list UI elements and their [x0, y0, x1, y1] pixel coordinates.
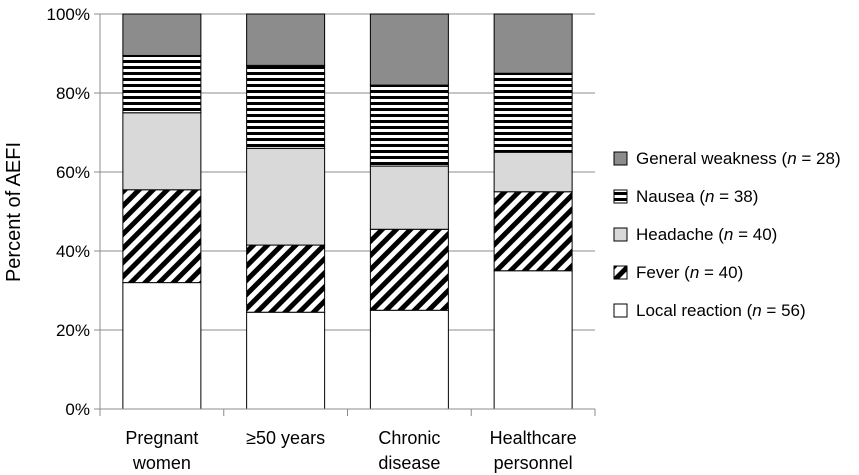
bar-segment [122, 54, 202, 114]
legend-item: Local reaction (n = 56) [613, 301, 806, 320]
bar-segment [369, 84, 449, 167]
bar-segment [246, 147, 326, 246]
bar-segment [122, 13, 202, 56]
bar-segment [493, 72, 573, 153]
bars [122, 13, 573, 410]
bar-segment [493, 151, 573, 193]
bar-segment [246, 311, 326, 410]
legend-label: General weakness (n = 28) [636, 149, 841, 168]
legend-label: Local reaction (n = 56) [636, 301, 806, 320]
y-tick-label: 60% [56, 163, 90, 182]
bar-segment [246, 64, 326, 149]
bar-segment [122, 282, 202, 410]
legend: General weakness (n = 28) Nausea (n = 38)… [613, 149, 841, 320]
bar-segment [122, 189, 202, 284]
legend-item: Nausea (n = 38) [613, 187, 758, 206]
y-tick-label: 20% [56, 321, 90, 340]
bar-segment [369, 165, 449, 230]
legend-label: Headache (n = 40) [636, 225, 777, 244]
x-tick-label: personnel [494, 453, 573, 473]
legend-label: Nausea (n = 38) [636, 187, 758, 206]
x-tick-labels: Pregnant women ≥50 years Chronic disease Heal… [125, 428, 576, 473]
legend-label: Fever (n = 40) [636, 263, 743, 282]
bar-segment [369, 228, 449, 311]
x-tick-label: Healthcare [490, 428, 577, 448]
axes [99, 14, 596, 416]
x-tick-label: ≥50 years [246, 428, 325, 448]
legend-item: Fever (n = 40) [613, 263, 743, 282]
x-tick-label: Pregnant [125, 428, 198, 448]
y-axis-label: Percent of AEFI [3, 142, 25, 282]
bar-segment [369, 13, 449, 86]
bar-segment [246, 13, 326, 66]
x-tick-label: Chronic [378, 428, 440, 448]
bar-segment [122, 112, 202, 191]
bar-segment [493, 13, 573, 74]
legend-swatch [613, 227, 628, 242]
legend-swatch [613, 189, 628, 204]
y-tick-label: 0% [65, 400, 90, 419]
y-tick-labels: 0% 20% 40% 60% 80% 100% [47, 5, 90, 419]
bar-segment [369, 309, 449, 410]
legend-item: Headache (n = 40) [613, 225, 777, 244]
y-tick-label: 40% [56, 242, 90, 261]
legend-swatch [613, 303, 628, 318]
x-tick-label: women [132, 453, 191, 473]
bar-segment [493, 270, 573, 410]
y-tick-label: 100% [47, 5, 90, 24]
bar-segment [246, 244, 326, 313]
x-tick-label: disease [378, 453, 440, 473]
bar-segment [493, 191, 573, 272]
legend-item: General weakness (n = 28) [613, 149, 841, 168]
legend-swatch [613, 151, 628, 166]
legend-swatch [613, 265, 628, 280]
y-tick-label: 80% [56, 84, 90, 103]
